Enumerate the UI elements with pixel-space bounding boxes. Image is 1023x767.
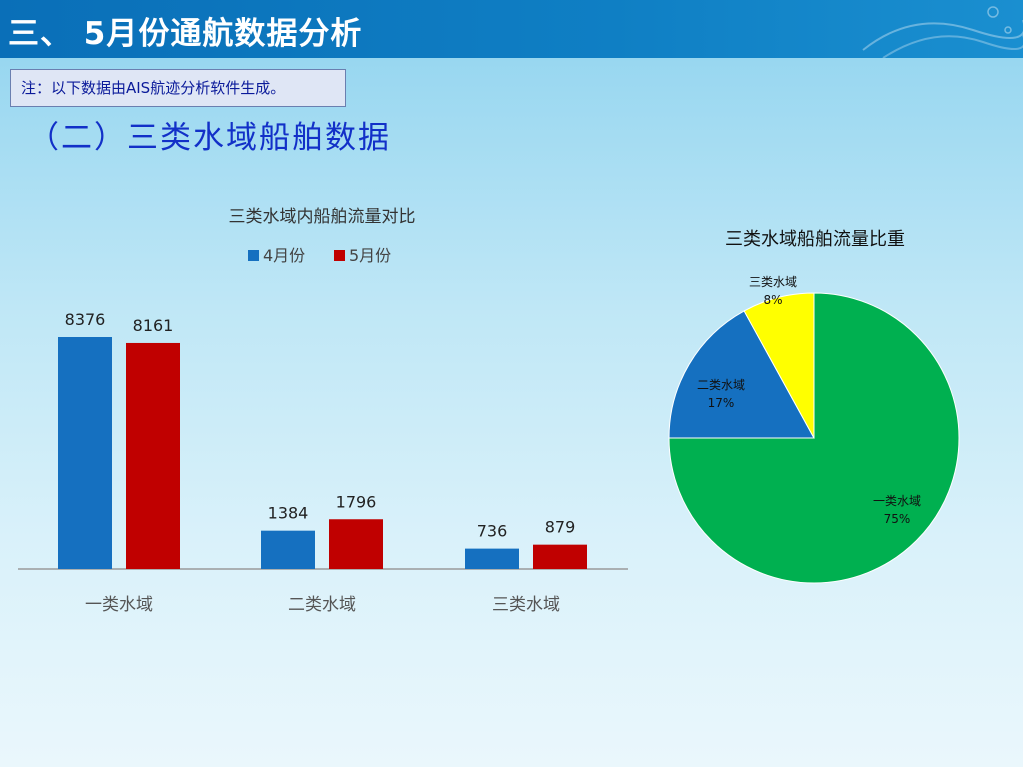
- note-box: 注：以下数据由AIS航迹分析软件生成。: [10, 69, 346, 107]
- wave-decoration-icon: [862, 6, 1023, 58]
- bar: [533, 544, 587, 569]
- pie-slice: [668, 310, 815, 439]
- bar: [58, 337, 112, 569]
- bar-value-label: 8376: [65, 310, 106, 329]
- category-label: 一类水域: [85, 595, 153, 615]
- pie-slice: [743, 292, 815, 439]
- bar-value-label: 8161: [133, 316, 174, 335]
- pie-slice-label: 一类水域: [873, 494, 921, 508]
- page-title: 三、 5月份通航数据分析: [8, 16, 363, 52]
- bar-chart: 8376 8161 一类水域 1384 1796 二类水域 736 879 三类水域: [18, 310, 628, 615]
- legend-swatch: [248, 250, 259, 261]
- legend-label: 4月份: [263, 246, 305, 265]
- bar: [126, 342, 180, 569]
- bar-value-label: 1796: [336, 492, 377, 511]
- category-label: 三类水域: [492, 595, 560, 615]
- header-bar: 三、 5月份通航数据分析: [0, 0, 1023, 58]
- bar: [465, 548, 519, 569]
- pie-chart-title: 三类水域船舶流量比重: [725, 229, 905, 250]
- bar-value-label: 879: [545, 518, 576, 537]
- bar: [261, 530, 315, 569]
- section-title: （二）三类水域船舶数据: [28, 120, 391, 156]
- pie-slice-percent: 8%: [763, 293, 782, 307]
- legend-swatch: [334, 250, 345, 261]
- pie-slice-percent: 17%: [708, 396, 735, 410]
- pie-slice-label: 三类水域: [749, 275, 797, 289]
- pie-chart: 一类水域 75% 二类水域 17% 三类水域 8%: [668, 275, 960, 584]
- bar-chart-title: 三类水域内船舶流量对比: [229, 207, 416, 227]
- legend-label: 5月份: [349, 246, 391, 265]
- bar-value-label: 736: [477, 522, 508, 541]
- pie-slice-percent: 75%: [884, 512, 911, 526]
- bar: [329, 519, 383, 569]
- bar-value-label: 1384: [268, 504, 309, 523]
- pie-slice-label: 二类水域: [697, 378, 745, 392]
- category-label: 二类水域: [288, 595, 356, 615]
- bar-legend: 4月份 5月份: [248, 246, 391, 265]
